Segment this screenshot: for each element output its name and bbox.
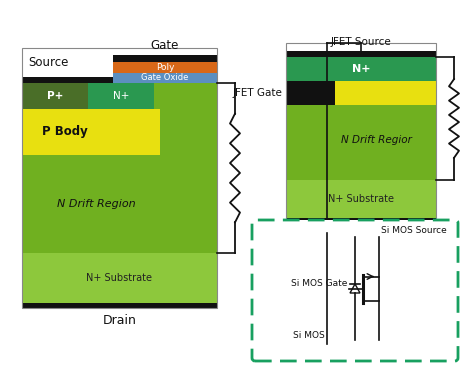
Bar [22,155,217,253]
Text: Gate Oxide: Gate Oxide [141,74,189,82]
Text: JFET Gate: JFET Gate [232,88,282,98]
Text: Si MOS Source: Si MOS Source [381,226,447,235]
Text: Si MOS: Si MOS [293,332,325,340]
FancyBboxPatch shape [252,220,458,361]
Bar [88,83,154,109]
Bar [22,303,217,308]
Bar [22,109,160,155]
Bar [286,43,436,223]
Text: P+: P+ [47,91,63,101]
Bar [22,77,113,83]
Text: Source: Source [28,56,69,69]
Text: N Drift Regior: N Drift Regior [341,135,411,145]
Text: JFET Drain: JFET Drain [329,229,393,242]
Bar [286,180,436,218]
Text: N+ Substrate: N+ Substrate [87,273,152,283]
Text: P Body: P Body [42,126,88,138]
Text: N Drift Region: N Drift Region [57,199,136,209]
Bar [113,73,217,83]
Text: N+: N+ [113,91,129,101]
Bar [286,81,436,105]
Bar [22,48,217,308]
Text: Si MOS Gate: Si MOS Gate [291,279,347,288]
Bar [113,55,217,62]
Bar [113,62,217,73]
Bar [160,109,217,155]
Bar [286,57,436,81]
Text: N+ Substrate: N+ Substrate [328,194,394,204]
Bar [286,100,436,180]
Bar [154,83,217,109]
Text: Gate: Gate [151,39,179,52]
Bar [286,51,436,57]
Bar [22,83,88,109]
Text: Drain: Drain [103,314,137,327]
Bar [22,253,217,303]
Text: Poly: Poly [156,63,174,72]
Text: N+: N+ [352,64,370,74]
Text: JFET Source: JFET Source [330,37,391,47]
Bar [286,81,335,105]
Bar [286,218,436,223]
